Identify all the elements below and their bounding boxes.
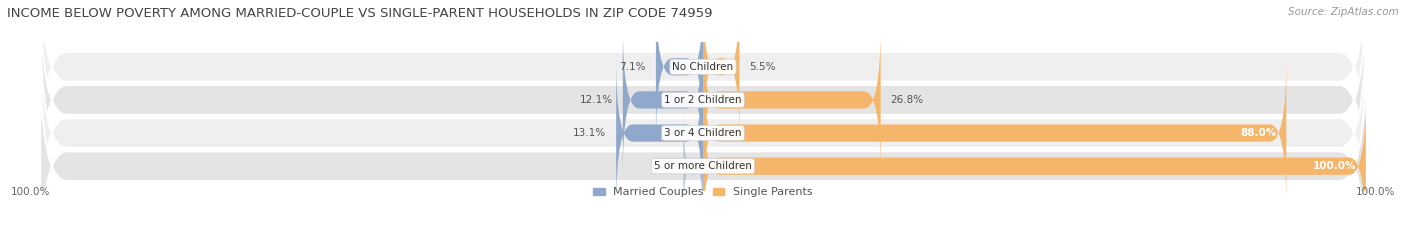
FancyBboxPatch shape bbox=[41, 0, 1365, 218]
FancyBboxPatch shape bbox=[703, 92, 1365, 233]
Text: 7.1%: 7.1% bbox=[620, 62, 645, 72]
Legend: Married Couples, Single Parents: Married Couples, Single Parents bbox=[593, 187, 813, 197]
FancyBboxPatch shape bbox=[41, 15, 1365, 233]
Text: 13.1%: 13.1% bbox=[574, 128, 606, 138]
FancyBboxPatch shape bbox=[41, 0, 1365, 185]
Text: 100.0%: 100.0% bbox=[10, 187, 49, 197]
Text: 1 or 2 Children: 1 or 2 Children bbox=[664, 95, 742, 105]
Text: No Children: No Children bbox=[672, 62, 734, 72]
Text: 12.1%: 12.1% bbox=[579, 95, 613, 105]
FancyBboxPatch shape bbox=[703, 59, 1286, 207]
Text: 100.0%: 100.0% bbox=[1357, 187, 1396, 197]
FancyBboxPatch shape bbox=[616, 59, 703, 207]
FancyBboxPatch shape bbox=[683, 109, 703, 224]
Text: 100.0%: 100.0% bbox=[1312, 161, 1355, 171]
FancyBboxPatch shape bbox=[703, 26, 880, 174]
Text: 0.0%: 0.0% bbox=[666, 161, 693, 171]
Text: 26.8%: 26.8% bbox=[890, 95, 924, 105]
Text: 5 or more Children: 5 or more Children bbox=[654, 161, 752, 171]
FancyBboxPatch shape bbox=[41, 48, 1365, 233]
FancyBboxPatch shape bbox=[623, 26, 703, 174]
FancyBboxPatch shape bbox=[657, 0, 703, 141]
Text: Source: ZipAtlas.com: Source: ZipAtlas.com bbox=[1288, 7, 1399, 17]
FancyBboxPatch shape bbox=[703, 0, 740, 141]
Text: INCOME BELOW POVERTY AMONG MARRIED-COUPLE VS SINGLE-PARENT HOUSEHOLDS IN ZIP COD: INCOME BELOW POVERTY AMONG MARRIED-COUPL… bbox=[7, 7, 713, 20]
Text: 3 or 4 Children: 3 or 4 Children bbox=[664, 128, 742, 138]
Text: 88.0%: 88.0% bbox=[1240, 128, 1277, 138]
Text: 5.5%: 5.5% bbox=[749, 62, 776, 72]
